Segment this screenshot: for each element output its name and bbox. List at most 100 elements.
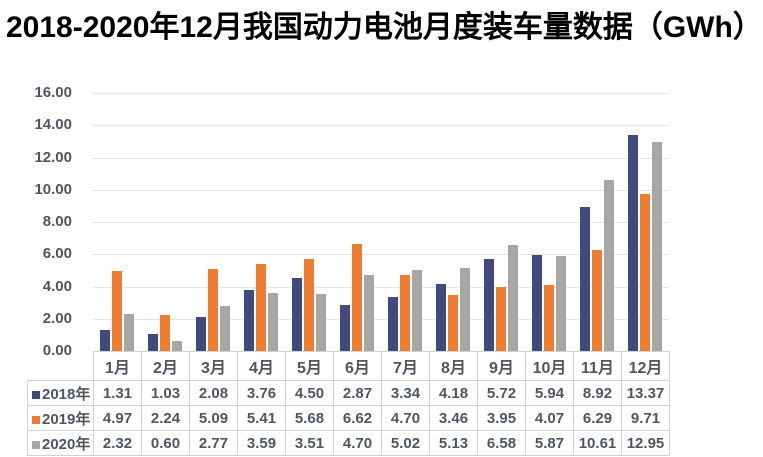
value-cell: 2.24 — [141, 405, 190, 431]
bar-2020年-7月 — [412, 270, 422, 351]
y-axis-tick-label: 12.00 — [34, 148, 72, 166]
bar-2020年-6月 — [364, 275, 374, 351]
value-cell: 6.62 — [333, 405, 382, 431]
bar-2018年-5月 — [292, 278, 302, 351]
series-row-2020年: 2020年 2.32 0.60 2.77 3.59 3.51 4.70 5.02 5.13 6.5… — [27, 430, 670, 456]
month-header-cell: 2月 — [141, 351, 190, 381]
value-cell: 13.37 — [621, 380, 670, 406]
y-gridline — [93, 157, 669, 159]
value-cell: 9.71 — [621, 405, 670, 431]
value-cell: 4.50 — [285, 380, 334, 406]
value-cell: 10.61 — [573, 430, 622, 456]
value-cell: 5.68 — [285, 405, 334, 431]
value-cell: 5.94 — [525, 380, 574, 406]
value-cell: 4.70 — [333, 430, 382, 456]
bar-2019年-11月 — [592, 249, 602, 351]
month-header-cell: 9月 — [477, 351, 526, 381]
series-name-label: 2018年 — [42, 385, 91, 403]
value-cell: 6.58 — [477, 430, 526, 456]
y-gridline — [93, 125, 669, 127]
bar-2020年-5月 — [316, 294, 326, 351]
bar-2019年-7月 — [400, 275, 410, 351]
y-gridline — [93, 93, 669, 94]
legend-swatch-2020年-icon — [32, 440, 40, 449]
month-header-row: 1月 2月 3月 4月 5月 6月 7月 8月 9月 10月 11月 12月 — [27, 351, 670, 381]
value-cell: 5.02 — [381, 430, 430, 456]
bar-2018年-4月 — [244, 290, 254, 351]
bar-2018年-10月 — [532, 255, 542, 351]
value-cell: 12.95 — [621, 430, 670, 456]
bar-2018年-12月 — [628, 135, 638, 351]
bar-2020年-3月 — [220, 306, 230, 351]
bar-2020年-11月 — [604, 179, 614, 351]
y-axis-tick-label: 16.00 — [34, 84, 72, 101]
bar-2019年-4月 — [256, 263, 266, 351]
data-table: 1月 2月 3月 4月 5月 6月 7月 8月 9月 10月 11月 12月 2018年 1.31 1.03… — [27, 351, 670, 456]
value-cell: 3.76 — [237, 380, 286, 406]
bar-2018年-3月 — [196, 317, 206, 351]
y-gridline — [93, 189, 669, 191]
value-cell: 2.87 — [333, 380, 382, 406]
bar-2018年-11月 — [580, 207, 590, 351]
bar-2019年-8月 — [448, 295, 458, 351]
value-cell: 4.97 — [93, 405, 142, 431]
y-axis-tick-label: 4.00 — [42, 277, 72, 295]
bar-2020年-1月 — [124, 313, 134, 351]
value-cell: 2.32 — [93, 430, 142, 456]
series-row-2018年: 2018年 1.31 1.03 2.08 3.76 4.50 2.87 3.34 4.18 5.7… — [27, 380, 670, 406]
bar-2018年-7月 — [388, 297, 398, 351]
value-cell: 5.72 — [477, 380, 526, 406]
value-cell: 3.95 — [477, 405, 526, 431]
series-legend-cell: 2020年 — [27, 430, 94, 456]
value-cell: 0.60 — [141, 430, 190, 456]
bar-2020年-9月 — [508, 244, 518, 351]
value-cell: 8.92 — [573, 380, 622, 406]
value-cell: 3.51 — [285, 430, 334, 456]
value-cell: 4.18 — [429, 380, 478, 406]
bar-2018年-8月 — [436, 283, 446, 351]
y-axis-tick-label: 14.00 — [34, 116, 72, 134]
bar-2019年-5月 — [304, 259, 314, 351]
bar-2020年-8月 — [460, 268, 470, 351]
month-header-cell: 7月 — [381, 351, 430, 381]
month-header-cell: 12月 — [621, 351, 670, 381]
value-cell: 5.87 — [525, 430, 574, 456]
bar-2019年-6月 — [352, 244, 362, 351]
month-header-cell: 1月 — [93, 351, 142, 381]
bar-2018年-2月 — [148, 334, 158, 351]
value-cell: 1.03 — [141, 380, 190, 406]
value-cell: 5.13 — [429, 430, 478, 456]
value-cell: 2.77 — [189, 430, 238, 456]
bar-2019年-12月 — [640, 194, 650, 351]
bar-2020年-10月 — [556, 256, 566, 351]
y-gridline — [93, 254, 669, 256]
month-header-cell: 3月 — [189, 351, 238, 381]
series-legend-cell: 2018年 — [27, 380, 94, 406]
value-cell: 6.29 — [573, 405, 622, 431]
bar-2020年-12月 — [652, 142, 662, 351]
month-header-cell: 8月 — [429, 351, 478, 381]
y-axis-tick-label: 6.00 — [42, 245, 72, 263]
bar-2019年-9月 — [496, 287, 506, 351]
value-cell: 4.70 — [381, 405, 430, 431]
bar-2018年-1月 — [100, 329, 110, 351]
bar-2019年-1月 — [112, 270, 122, 351]
month-header-cell: 6月 — [333, 351, 382, 381]
bar-2019年-3月 — [208, 268, 218, 351]
month-header-cell: 4月 — [237, 351, 286, 381]
y-axis-tick-label: 2.00 — [42, 309, 72, 327]
month-header-cell: 5月 — [285, 351, 334, 381]
value-cell: 4.07 — [525, 405, 574, 431]
series-name-label: 2020年 — [42, 435, 91, 453]
y-axis-tick-label: 10.00 — [34, 180, 72, 198]
bar-2018年-6月 — [340, 304, 350, 351]
y-gridline — [93, 286, 669, 288]
legend-swatch-2019年-icon — [32, 415, 40, 424]
series-row-2019年: 2019年 4.97 2.24 5.09 5.41 5.68 6.62 4.70 3.46 3.9… — [27, 405, 670, 431]
value-cell: 5.09 — [189, 405, 238, 431]
bar-2019年-2月 — [160, 314, 170, 351]
series-name-label: 2019年 — [42, 410, 91, 428]
chart-title: 2018-2020年12月我国动力电池月度装车量数据（GWh） — [6, 11, 763, 44]
value-cell: 1.31 — [93, 380, 142, 406]
